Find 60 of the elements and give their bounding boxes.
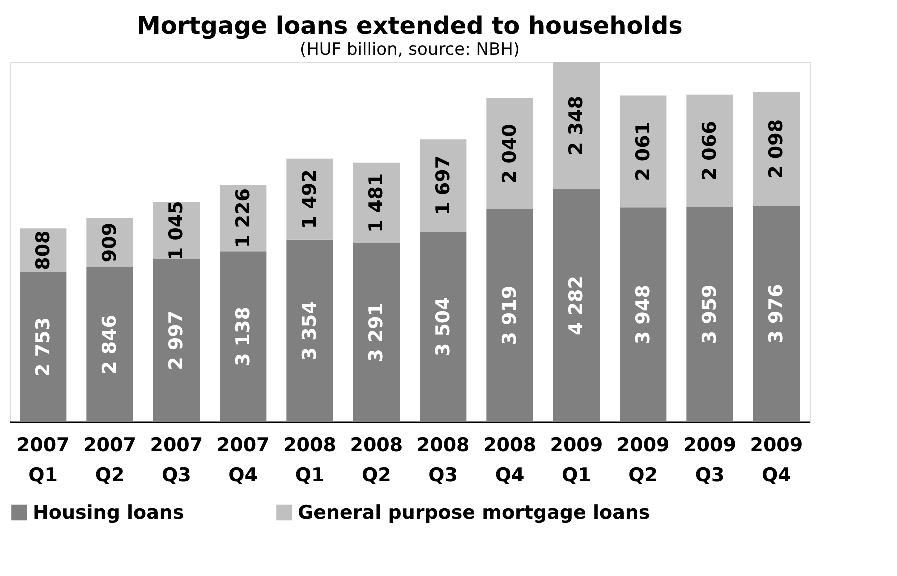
x-tick-label: 2009 Q1 [550, 434, 604, 486]
bar [753, 92, 800, 206]
x-tick-label: 2009 Q2 [616, 434, 670, 486]
x-tick-label: 2007 Q3 [150, 434, 204, 486]
data-label: 4 282 [566, 276, 588, 336]
legend-label: Housing loans [33, 502, 184, 524]
chart-subtitle: (HUF billion, source: NBH) [300, 40, 520, 60]
data-label: 3 291 [366, 302, 388, 362]
data-label: 3 919 [499, 286, 521, 346]
data-label: 3 504 [432, 297, 454, 357]
data-label: 2 061 [632, 122, 654, 182]
data-label: 2 098 [766, 119, 788, 179]
x-tick-label: 2007 Q1 [16, 434, 70, 486]
bar [286, 240, 334, 422]
data-label: 808 [32, 230, 54, 270]
bar [553, 62, 600, 190]
bar [353, 162, 400, 244]
data-label: 3 976 [766, 284, 788, 344]
x-tick-label: 2009 Q4 [750, 434, 804, 486]
bar [353, 243, 400, 422]
bar [20, 272, 67, 422]
bar [86, 267, 134, 422]
bar [286, 158, 334, 240]
bar [620, 96, 667, 208]
data-label: 3 959 [699, 284, 721, 344]
bar [753, 206, 800, 422]
data-label: 2 066 [699, 121, 721, 181]
legend-label: General purpose mortgage loans [298, 502, 650, 524]
data-label: 3 948 [632, 285, 654, 345]
data-label: 2 040 [499, 124, 521, 184]
bar [686, 207, 734, 422]
bar [620, 208, 667, 422]
bar [420, 232, 467, 422]
bar [686, 94, 734, 208]
data-label: 2 753 [32, 318, 54, 378]
chart-title: Mortgage loans extended to households [137, 12, 683, 40]
x-tick-label: 2007 Q2 [84, 434, 136, 486]
x-tick-label: 2008 Q2 [350, 434, 404, 486]
bar [220, 252, 267, 422]
x-tick-label: 2009 Q3 [684, 434, 736, 486]
x-tick-label: 2008 Q4 [484, 434, 536, 486]
data-label: 1 481 [366, 173, 388, 233]
bar [553, 189, 600, 422]
data-label: 1 045 [166, 201, 188, 261]
data-label: 3 354 [299, 301, 321, 361]
data-label: 1 226 [232, 188, 254, 248]
data-label: 2 846 [99, 314, 121, 374]
data-label: 909 [99, 222, 121, 263]
data-label: 3 138 [232, 307, 254, 367]
data-label: 2 997 [166, 310, 188, 370]
bar [420, 140, 467, 232]
bar [486, 209, 534, 422]
bar [486, 98, 534, 210]
data-label: 1 492 [299, 170, 321, 230]
data-label: 2 348 [566, 96, 588, 156]
x-tick-label: 2008 Q3 [416, 434, 470, 486]
data-label: 1 697 [432, 156, 454, 216]
x-tick-label: 2008 Q1 [284, 434, 336, 486]
bar [153, 259, 200, 422]
x-tick-label: 2007 Q4 [216, 434, 270, 486]
